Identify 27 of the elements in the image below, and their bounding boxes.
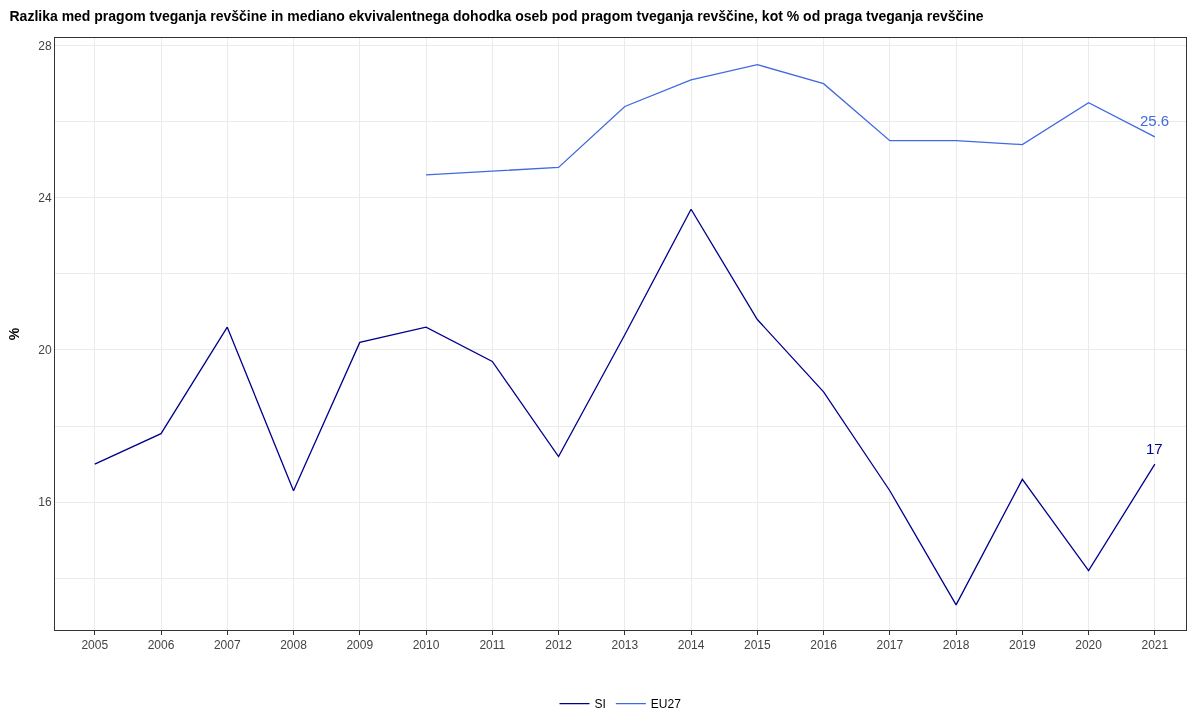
x-tick-label: 2018 (942, 638, 970, 653)
x-tick-label: 2012 (545, 638, 573, 653)
x-tick-label: 2014 (677, 638, 705, 653)
data-label: 17 (1146, 440, 1163, 457)
x-tick-label: 2013 (611, 638, 639, 653)
x-tick-label: 2015 (743, 638, 771, 653)
x-tick-label: 2008 (280, 638, 308, 653)
legend-label: EU27 (650, 697, 682, 712)
data-label: 25.6 (1140, 112, 1170, 129)
x-tick-label: 2011 (479, 638, 506, 653)
x-tick-label: 2017 (876, 638, 904, 653)
y-tick-label: 28 (38, 38, 52, 53)
x-tick-label: 2019 (1009, 638, 1037, 653)
x-tick-label: 2010 (412, 638, 440, 653)
x-tick-label: 2016 (810, 638, 838, 653)
x-tick-label: 2021 (1141, 638, 1169, 653)
y-tick-label: 24 (38, 190, 52, 205)
y-tick-label: 16 (38, 495, 52, 510)
legend-label: SI (594, 697, 606, 712)
x-tick-label: 2006 (147, 638, 175, 653)
x-tick-label: 2005 (81, 638, 109, 653)
y-axis-title: % (5, 327, 22, 341)
x-tick-label: 2009 (346, 638, 374, 653)
y-tick-label: 20 (38, 343, 52, 358)
x-tick-label: 2020 (1075, 638, 1103, 653)
x-tick-label: 2007 (213, 638, 241, 653)
chart-title: Razlika med pragom tveganja revščine in mediano ekvivalentnega dohodka oseb pod pragom tveganja revščine, kot % od praga tveganja revščine (9, 7, 984, 24)
